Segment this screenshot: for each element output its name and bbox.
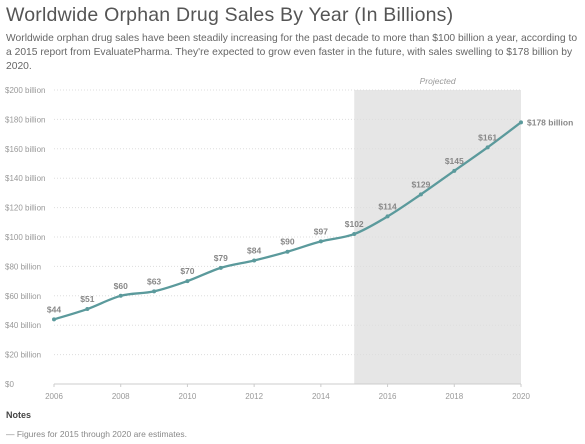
x-tick-label: 2012 <box>245 392 263 401</box>
y-tick-label: $20 billion <box>5 351 41 360</box>
data-label: $178 billion <box>527 117 573 127</box>
data-label: $70 <box>180 266 194 276</box>
projected-label: Projected <box>420 76 456 86</box>
x-tick-label: 2016 <box>379 392 397 401</box>
data-point <box>52 317 56 322</box>
notes-heading: Notes <box>6 410 32 420</box>
data-label: $129 <box>411 179 430 189</box>
data-label: $90 <box>280 237 294 247</box>
x-tick-label: 2018 <box>445 392 463 401</box>
y-tick-label: $160 billion <box>5 145 45 154</box>
data-point <box>418 192 423 197</box>
data-point <box>185 279 190 284</box>
data-point <box>318 239 323 244</box>
data-label: $102 <box>345 219 364 229</box>
x-tick-label: 2020 <box>512 392 530 401</box>
data-point <box>85 307 90 312</box>
y-tick-label: $60 billion <box>5 292 41 301</box>
chart-title: Worldwide Orphan Drug Sales By Year (In … <box>6 4 454 26</box>
data-label: $145 <box>445 156 464 166</box>
x-tick-label: 2008 <box>112 392 130 401</box>
data-label: $44 <box>47 304 61 314</box>
data-point <box>485 145 490 150</box>
y-tick-label: $80 billion <box>5 262 41 271</box>
y-tick-label: $100 billion <box>5 233 45 242</box>
y-tick-label: $0 <box>5 380 14 389</box>
x-tick-label: 2014 <box>312 392 330 401</box>
data-point <box>152 289 157 294</box>
notes-item: — Figures for 2015 through 2020 are esti… <box>6 429 187 439</box>
data-label: $97 <box>314 226 328 236</box>
y-tick-label: $200 billion <box>5 86 45 95</box>
data-point <box>452 168 457 173</box>
data-point <box>118 293 123 298</box>
x-tick-label: 2010 <box>179 392 197 401</box>
y-tick-label: $40 billion <box>5 321 41 330</box>
data-point <box>252 258 257 263</box>
x-tick-label: 2006 <box>45 392 63 401</box>
data-point <box>519 120 523 125</box>
y-tick-label: $180 billion <box>5 115 45 124</box>
data-point <box>218 265 223 270</box>
data-label: $60 <box>114 281 128 291</box>
data-label: $51 <box>80 294 94 304</box>
data-label: $114 <box>378 201 397 211</box>
data-label: $63 <box>147 276 161 286</box>
data-label: $161 <box>478 132 497 142</box>
data-label: $79 <box>214 253 228 263</box>
projected-band <box>354 90 521 384</box>
y-tick-label: $140 billion <box>5 174 45 183</box>
data-label: $84 <box>247 246 261 256</box>
data-point <box>385 214 390 219</box>
data-point <box>285 249 290 254</box>
chart-subtitle: Worldwide orphan drug sales have been st… <box>6 33 578 72</box>
y-tick-label: $120 billion <box>5 204 45 213</box>
data-point <box>352 232 357 237</box>
